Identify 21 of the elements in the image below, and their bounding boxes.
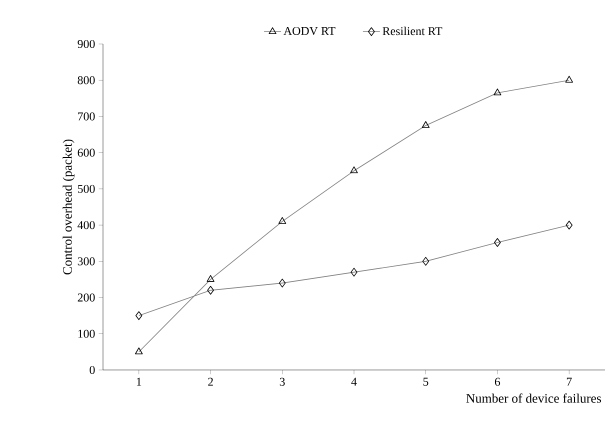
x-axis-title: Number of device failures <box>466 394 602 403</box>
x-tick-label: 3 <box>280 378 285 386</box>
x-tick-label: 4 <box>351 378 357 386</box>
legend-label: Resilient RT <box>382 26 442 36</box>
y-tick-label: 100 <box>78 330 95 338</box>
y-tick-label: 600 <box>78 148 95 157</box>
y-tick-label: 700 <box>78 112 95 120</box>
y-tick-label: 900 <box>78 40 95 48</box>
y-tick-label: 500 <box>78 184 95 193</box>
y-tick-label: 200 <box>78 294 95 302</box>
x-tick-label: 1 <box>136 378 142 386</box>
y-tick-label: 800 <box>78 76 95 84</box>
y-tick-label: 400 <box>78 221 95 230</box>
x-tick-label: 5 <box>423 378 428 386</box>
x-tick-label: 6 <box>494 378 500 386</box>
legend-label: AODV RT <box>284 26 336 36</box>
x-tick-label: 2 <box>208 378 213 386</box>
y-tick-label: 300 <box>78 257 95 266</box>
x-tick-label: 7 <box>566 378 572 386</box>
y-axis-title: Control overhead (packet) <box>62 140 74 274</box>
y-tick-label: 0 <box>90 366 95 374</box>
